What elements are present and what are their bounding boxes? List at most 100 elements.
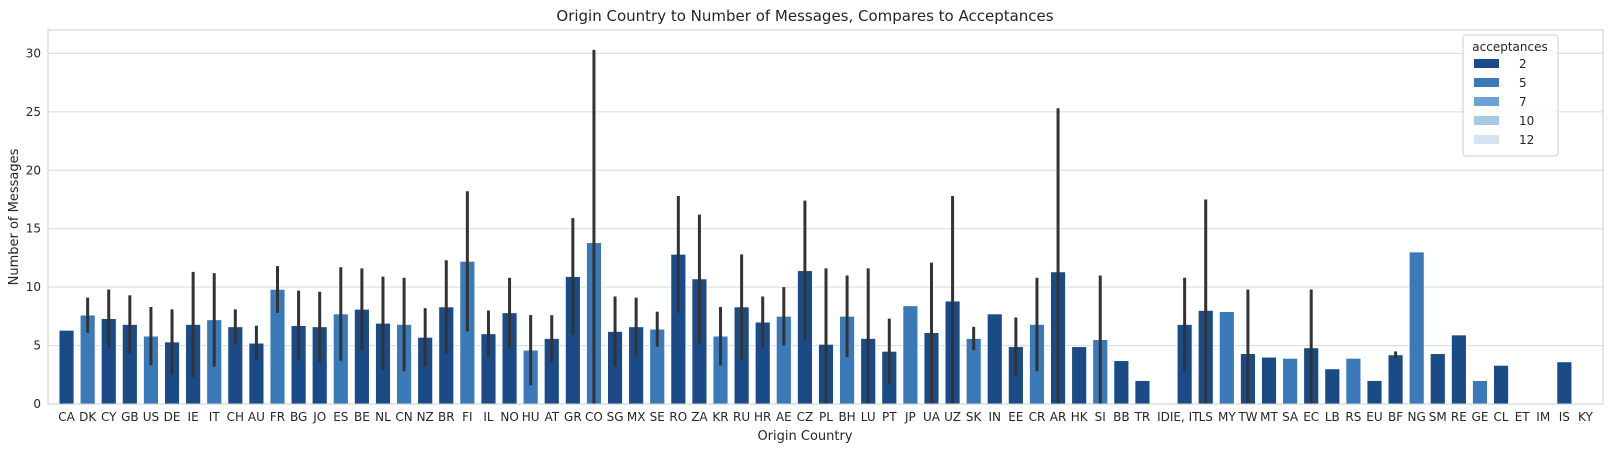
y-tick-label: 30	[26, 46, 41, 60]
x-tick-label: IE, IT	[1170, 410, 1200, 424]
x-tick-label: EU	[1366, 410, 1382, 424]
bar	[1472, 380, 1488, 405]
x-tick-label: ZA	[691, 410, 708, 424]
x-tick-label: GE	[1472, 410, 1489, 424]
x-tick-label: LU	[861, 410, 876, 424]
x-tick-label: BE	[354, 410, 370, 424]
x-tick-label: BF	[1388, 410, 1403, 424]
bar	[1324, 368, 1340, 405]
x-tick-label: RS	[1345, 410, 1361, 424]
x-tick-label: HK	[1071, 410, 1089, 424]
x-tick-label: FI	[462, 410, 472, 424]
legend-label: 5	[1519, 76, 1527, 90]
legend: acceptances 2 5 7 10 12	[1462, 34, 1559, 157]
plot-frame	[47, 29, 1604, 405]
legend-swatch	[1474, 78, 1499, 87]
x-tick-label: BG	[290, 410, 307, 424]
x-tick-label: EE	[1008, 410, 1023, 424]
x-tick-label: MT	[1260, 410, 1278, 424]
x-tick-label: SM	[1429, 410, 1447, 424]
x-tick-label: AR	[1050, 410, 1067, 424]
x-tick-label: CY	[101, 410, 117, 424]
bar	[1261, 356, 1277, 405]
x-tick-label: FR	[270, 410, 285, 424]
errors-layer	[86, 49, 1398, 404]
x-tick-label: SA	[1282, 410, 1299, 424]
bar	[1345, 358, 1362, 405]
x-tick-label: SK	[966, 410, 983, 424]
x-tick-label: CR	[1029, 410, 1046, 424]
bar	[1451, 334, 1467, 405]
x-tick-label: NZ	[417, 410, 434, 424]
legend-title: acceptances	[1472, 40, 1547, 54]
x-tick-label: SI	[1095, 410, 1106, 424]
x-tick-label: ET	[1515, 410, 1531, 424]
x-tick-label: CL	[1494, 410, 1509, 424]
bar	[987, 313, 1003, 405]
bar	[1430, 353, 1446, 405]
bar	[1071, 346, 1087, 405]
legend-label: 2	[1519, 57, 1527, 71]
x-tick-label: IL	[483, 410, 494, 424]
bar	[1409, 251, 1425, 405]
x-tick-label: US	[143, 410, 159, 424]
y-tick-label: 25	[26, 105, 41, 119]
x-tick-label: TR	[1134, 410, 1151, 424]
y-tick-labels: 0 5 10 15 20 25 30	[26, 46, 41, 411]
x-tick-label: BB	[1113, 410, 1129, 424]
bar	[58, 330, 75, 405]
bar	[902, 305, 919, 405]
x-tick-labels: CA DK CY GB US DE IE IT CH AU FR BG JO ES BE NL CN NZ BR FI…	[58, 410, 1593, 424]
x-tick-label: IN	[989, 410, 1002, 424]
x-tick-label: CH	[227, 410, 244, 424]
x-tick-label: JO	[312, 410, 326, 424]
x-axis-label: Origin Country	[757, 429, 852, 444]
legend-label: 7	[1519, 95, 1527, 109]
legend-swatch	[1474, 59, 1499, 68]
y-tick-label: 0	[33, 397, 41, 411]
x-tick-label: LB	[1325, 410, 1340, 424]
y-tick-label: 10	[26, 280, 41, 294]
x-tick-label: PL	[819, 410, 833, 424]
x-tick-label: RE	[1451, 410, 1467, 424]
y-tick-label: 15	[26, 222, 41, 236]
x-tick-label: CZ	[797, 410, 814, 424]
x-tick-label: MX	[627, 410, 646, 424]
x-tick-label: IT	[209, 410, 221, 424]
x-tick-label: UA	[923, 410, 941, 424]
x-tick-label: CA	[58, 410, 75, 424]
x-tick-label: NO	[500, 410, 518, 424]
x-tick-label: HU	[522, 410, 540, 424]
x-tick-label: LS	[1199, 410, 1213, 424]
x-tick-label: CN	[395, 410, 412, 424]
x-tick-label: NL	[375, 410, 391, 424]
legend-label: 12	[1519, 133, 1534, 147]
legend-label: 10	[1519, 114, 1534, 128]
x-tick-label: GR	[564, 410, 582, 424]
x-tick-label: SE	[650, 410, 665, 424]
x-tick-label: GB	[121, 410, 139, 424]
x-tick-label: ID	[1157, 410, 1170, 424]
legend-swatch	[1474, 97, 1499, 106]
bar	[1366, 380, 1383, 405]
bar	[1282, 358, 1298, 405]
x-tick-label: AE	[776, 410, 792, 424]
legend-swatch	[1474, 135, 1499, 144]
y-axis-label: Number of Messages	[7, 148, 22, 285]
x-tick-label: SG	[607, 410, 624, 424]
legend-swatch	[1474, 116, 1499, 125]
x-tick-label: UZ	[944, 410, 961, 424]
bar	[1556, 361, 1573, 405]
x-tick-label: IE	[188, 410, 199, 424]
x-tick-label: AU	[248, 410, 265, 424]
legend-entries: 2 5 7 10 12	[1474, 57, 1534, 147]
y-tick-label: 5	[33, 339, 41, 353]
x-tick-label: IS	[1559, 410, 1570, 424]
x-tick-label: TW	[1237, 410, 1257, 424]
bar	[1219, 311, 1235, 405]
x-tick-label: JP	[904, 410, 916, 424]
x-tick-label: CO	[585, 410, 603, 424]
x-tick-label: ES	[333, 410, 348, 424]
bar	[1113, 360, 1130, 405]
